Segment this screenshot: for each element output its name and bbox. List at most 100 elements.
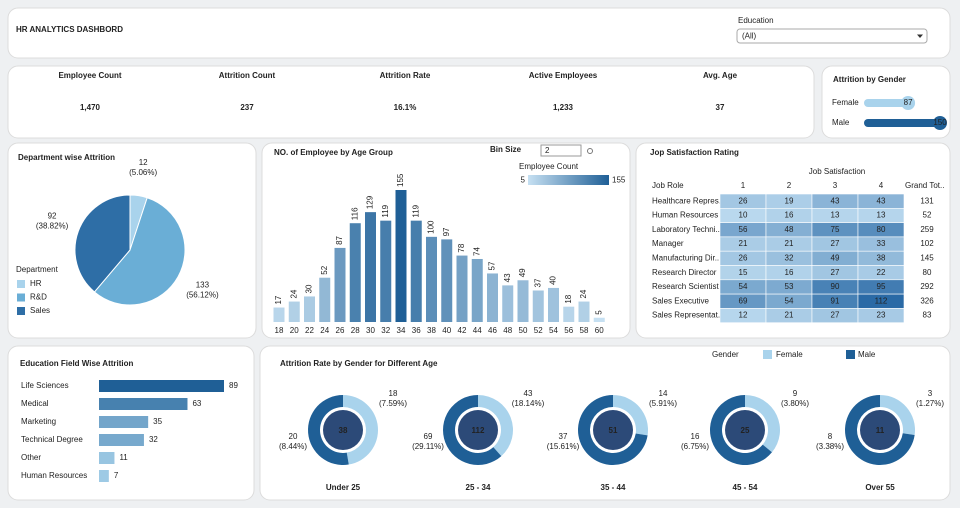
slice-percent: (38.82%) [36, 222, 69, 231]
kpi-label: Active Employees [529, 71, 598, 80]
value-label: 119 [381, 204, 390, 217]
value-label: 11 [119, 453, 128, 462]
value-label: 52 [320, 265, 329, 274]
filter-label: Education [738, 16, 774, 25]
cell-value: 21 [785, 311, 794, 320]
kpi-value: 16.1% [394, 103, 417, 112]
donut-segment [745, 395, 780, 453]
category-label: Human Resources [21, 471, 87, 480]
cell-value: 90 [831, 282, 840, 291]
category-label: Male [832, 118, 850, 127]
row-total: 80 [923, 268, 932, 277]
male-percent: (3.38%) [816, 442, 844, 451]
bar [471, 258, 483, 322]
donut-total: 25 [741, 426, 750, 435]
cell-value: 112 [875, 296, 888, 305]
bar [365, 212, 376, 322]
bar [426, 236, 437, 322]
category-label: Technical Degree [21, 435, 83, 444]
bin-size-value: 2 [545, 146, 550, 155]
column-title: Job Satisfaction [809, 167, 865, 176]
x-tick-label: 32 [381, 326, 390, 335]
x-tick-label: 44 [473, 326, 482, 335]
x-tick-label: 52 [534, 326, 543, 335]
x-tick-label: 22 [305, 326, 314, 335]
cell-value: 26 [739, 253, 748, 262]
cell-value: 23 [877, 311, 886, 320]
cell-value: 27 [831, 239, 840, 248]
value-label: 155 [396, 173, 405, 187]
bin-size-input[interactable] [540, 144, 582, 157]
cell-value: 43 [877, 196, 886, 205]
category-label: Female [832, 98, 859, 107]
legend-title: Department [16, 265, 59, 274]
color-legend-title: Employee Count [519, 162, 579, 171]
cell-value: 33 [877, 239, 886, 248]
value-label: 97 [442, 227, 451, 236]
color-legend-bar [528, 175, 609, 185]
bar [563, 306, 575, 322]
slider-knob[interactable] [587, 148, 593, 154]
row-label: Sales Representat.. [652, 311, 722, 320]
total-header: Grand Tot.. [905, 181, 944, 190]
bar [99, 398, 188, 410]
kpi-label: Attrition Count [219, 71, 276, 80]
value-label: 57 [488, 261, 497, 270]
filter-dropdown[interactable] [736, 28, 928, 44]
cell-value: 21 [739, 239, 748, 248]
kpi-label: Employee Count [58, 71, 121, 80]
cell-value: 32 [785, 253, 794, 262]
value-label: 150 [933, 118, 947, 127]
bar [99, 416, 149, 428]
cell-value: 19 [785, 196, 794, 205]
bar [334, 247, 346, 322]
male-value: 16 [691, 432, 700, 441]
female-percent: (3.80%) [781, 399, 809, 408]
female-value: 14 [659, 389, 668, 398]
value-label: 5 [594, 310, 603, 315]
value-label: 74 [472, 247, 481, 256]
donut-segment [578, 395, 648, 466]
cell-value: 16 [785, 211, 794, 220]
bar [532, 290, 544, 322]
donut-center [323, 410, 363, 450]
x-tick-label: 26 [336, 326, 345, 335]
x-tick-label: 48 [503, 326, 512, 335]
x-tick-label: 50 [519, 326, 528, 335]
cell-value: 12 [739, 311, 748, 320]
color-legend-max: 155 [612, 176, 626, 185]
legend-label: HR [30, 279, 42, 288]
bar [99, 452, 115, 464]
value-label: 32 [149, 435, 158, 444]
legend-swatch [846, 350, 855, 359]
male-value: 69 [424, 432, 433, 441]
cell-value: 27 [831, 311, 840, 320]
bar [593, 317, 605, 322]
female-value: 18 [389, 389, 398, 398]
bar [99, 470, 109, 482]
x-tick-label: 28 [351, 326, 360, 335]
chart-title: Attrition by Gender [833, 75, 906, 84]
donut-total: 112 [472, 426, 485, 435]
row-header: Job Role [652, 181, 684, 190]
cell-value: 49 [831, 253, 840, 262]
chart-title: Department wise Attrition [18, 153, 115, 162]
kpi-label: Attrition Rate [380, 71, 431, 80]
cell-value: 21 [785, 239, 794, 248]
row-label: Manager [652, 239, 684, 248]
column-header: 3 [833, 181, 838, 190]
slice-value: 12 [139, 158, 148, 167]
kpi-value: 1,470 [80, 103, 101, 112]
row-total: 292 [920, 282, 934, 291]
donut-segment [613, 395, 649, 436]
slice-value: 92 [48, 212, 57, 221]
donut-segment [478, 395, 514, 457]
legend-label: Female [776, 350, 803, 359]
bar [288, 301, 300, 322]
chart-title: NO. of Employee by Age Group [274, 148, 393, 157]
bar [304, 296, 315, 322]
male-percent: (29.11%) [412, 442, 444, 451]
row-total: 145 [920, 253, 934, 262]
legend-label: Male [858, 350, 876, 359]
row-label: Human Resources [652, 211, 718, 220]
